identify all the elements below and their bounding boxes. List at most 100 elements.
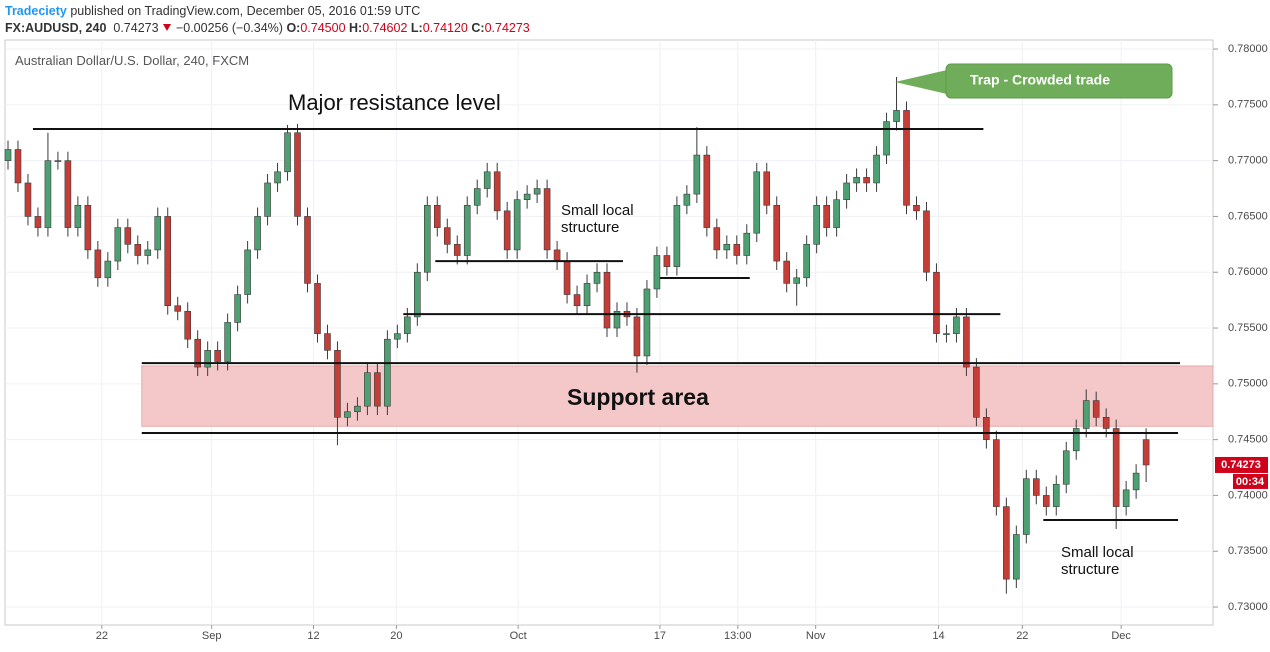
candle-body [683, 193, 691, 206]
candle-body [963, 316, 970, 368]
candle-body [374, 372, 381, 407]
x-tick-label: 22 [1016, 630, 1028, 642]
candle-body [34, 216, 42, 228]
candle-body [214, 350, 221, 362]
candle-body [533, 188, 541, 195]
annotation: Major resistance level [288, 90, 501, 115]
y-tick-label: 0.75000 [1228, 378, 1268, 390]
l-label: L: [410, 21, 423, 35]
candle-body [4, 149, 12, 161]
candle-body [294, 132, 301, 217]
candle-body [24, 182, 32, 217]
candle-body [114, 227, 122, 262]
candle-body [473, 188, 481, 206]
candle-body [1092, 400, 1100, 418]
candle-body [1112, 428, 1120, 507]
candle-body [1052, 483, 1060, 507]
y-tick-label: 0.73000 [1228, 601, 1268, 613]
last-price-box [1215, 456, 1268, 473]
candle-body [643, 288, 651, 357]
candle-body [743, 232, 751, 256]
candle-body [1102, 417, 1110, 429]
candle-body [304, 216, 311, 284]
candle-body [224, 322, 231, 362]
header-line-1: Tradeciety published on TradingView.com,… [5, 4, 420, 18]
last: 0.74273 [113, 21, 159, 35]
candle-body [833, 199, 840, 228]
change: −0.00256 (−0.34%) [175, 21, 283, 35]
candle-body [1032, 478, 1040, 496]
candle-body [933, 271, 940, 334]
x-tick-label: Dec [1111, 630, 1131, 642]
published: published on TradingView.com, December 0… [70, 4, 421, 18]
candle-body [44, 160, 52, 228]
x-tick-label: Nov [806, 630, 826, 642]
candle-body [983, 417, 990, 440]
candle-body [753, 171, 761, 234]
candle-body [1082, 400, 1090, 429]
candle-body [84, 204, 92, 251]
plot-frame [4, 39, 1214, 626]
callout-pointer [895, 70, 947, 94]
candle-body [943, 333, 950, 335]
candle-body [1142, 439, 1150, 466]
candle-body [463, 204, 471, 256]
down-arrow [163, 24, 171, 31]
c-label: C: [471, 21, 485, 35]
candle-body [414, 271, 421, 318]
candle-body [913, 204, 920, 212]
candle-body [443, 227, 451, 245]
candle-body [1023, 478, 1030, 535]
o: 0.74500 [300, 21, 346, 35]
y-tick-label: 0.74000 [1228, 489, 1268, 501]
candle-body [154, 216, 162, 251]
candle-body [354, 405, 361, 413]
candle-body [883, 121, 890, 156]
x-tick-label: 14 [932, 630, 944, 642]
y-tick-label: 0.76500 [1228, 210, 1268, 222]
x-tick-label: 13:00 [724, 630, 752, 642]
candle-body [873, 154, 880, 184]
candle-body [893, 110, 900, 122]
candle-body [144, 249, 152, 256]
candle-body [453, 244, 461, 256]
candle-body [254, 216, 261, 251]
candle-body [424, 204, 431, 273]
candle-body [733, 244, 741, 256]
candle-body [773, 204, 781, 262]
candle-body [813, 204, 820, 245]
author: Tradeciety [5, 4, 67, 18]
candle-body [284, 132, 291, 173]
x-tick-label: 17 [654, 630, 666, 642]
x-tick-label: Sep [202, 630, 222, 642]
y-tick-label: 0.77000 [1228, 155, 1268, 167]
header-line-2: FX:AUDUSD, 240 0.74273 −0.00256 (−0.34%)… [5, 21, 530, 35]
countdown-box [1233, 473, 1268, 489]
candle-body [723, 244, 731, 251]
candle-body [364, 372, 371, 407]
candle-body [653, 255, 661, 290]
annotation: Small local structure [561, 202, 634, 236]
x-tick-label: 22 [96, 630, 108, 642]
l: 0.74120 [422, 21, 468, 35]
candle-body [603, 271, 611, 329]
candle-body [1003, 506, 1010, 580]
candle-body [394, 333, 401, 340]
y-tick-label: 0.74500 [1228, 434, 1268, 446]
h-label: H: [349, 21, 363, 35]
candle-body [563, 260, 571, 295]
candle-body [693, 154, 701, 195]
candle-body [324, 333, 331, 351]
candle-body [783, 260, 791, 284]
o-label: O: [286, 21, 301, 35]
candle-body [344, 411, 351, 418]
y-tick-label: 0.77500 [1228, 99, 1268, 111]
countdown: 00:34 [1236, 476, 1265, 488]
x-tick-label: 20 [390, 630, 402, 642]
candle-body [493, 171, 501, 212]
support-zone [141, 365, 1214, 427]
annotation: Small local structure [1061, 544, 1134, 578]
last-price-label: 0.74273 [1221, 459, 1261, 471]
